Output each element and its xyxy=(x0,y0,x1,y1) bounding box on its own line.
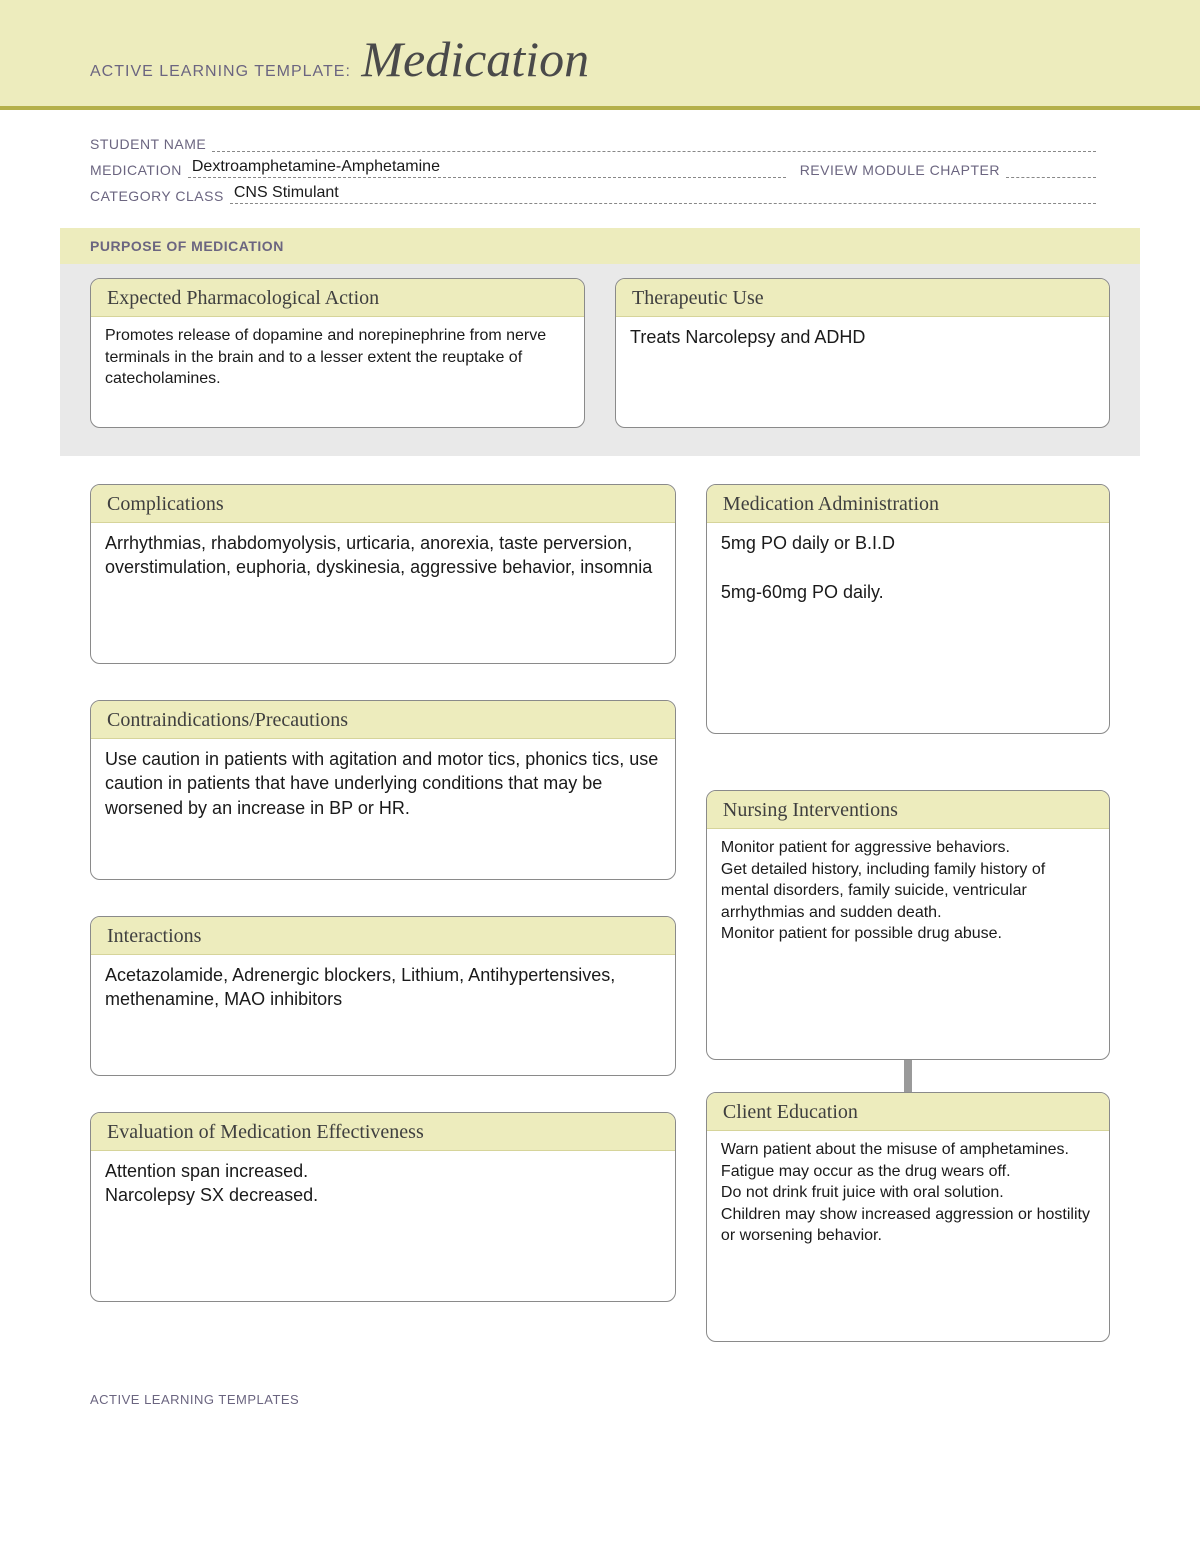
left-column: Complications Arrhythmias, rhabdomyolysi… xyxy=(90,484,676,1342)
meta-row-category: CATEGORY CLASS CNS Stimulant xyxy=(90,186,1110,204)
interactions-body: Acetazolamide, Adrenergic blockers, Lith… xyxy=(91,955,675,1075)
evaluation-title: Evaluation of Medication Effectiveness xyxy=(91,1113,675,1151)
complications-body: Arrhythmias, rhabdomyolysis, urticaria, … xyxy=(91,523,675,663)
client-education-card: Client Education Warn patient about the … xyxy=(706,1092,1110,1342)
therapeutic-use-body: Treats Narcolepsy and ADHD xyxy=(616,317,1109,427)
interactions-title: Interactions xyxy=(91,917,675,955)
page: ACTIVE LEARNING TEMPLATE: Medication STU… xyxy=(0,0,1200,1437)
meta-row-student: STUDENT NAME xyxy=(90,134,1110,152)
right-column: Medication Administration 5mg PO daily o… xyxy=(706,484,1110,1342)
spacer xyxy=(706,734,1110,790)
nursing-interventions-title: Nursing Interventions xyxy=(707,791,1109,829)
main-grid: Complications Arrhythmias, rhabdomyolysi… xyxy=(0,456,1200,1342)
interactions-card: Interactions Acetazolamide, Adrenergic b… xyxy=(90,916,676,1076)
expected-action-card: Expected Pharmacological Action Promotes… xyxy=(90,278,585,428)
banner-title: Medication xyxy=(361,31,589,87)
nursing-interventions-card: Nursing Interventions Monitor patient fo… xyxy=(706,790,1110,1060)
student-name-label: STUDENT NAME xyxy=(90,136,206,152)
complications-card: Complications Arrhythmias, rhabdomyolysi… xyxy=(90,484,676,664)
banner: ACTIVE LEARNING TEMPLATE: Medication xyxy=(0,0,1200,110)
medication-label: MEDICATION xyxy=(90,162,182,178)
therapeutic-use-title: Therapeutic Use xyxy=(616,279,1109,317)
review-label: REVIEW MODULE CHAPTER xyxy=(800,162,1000,178)
medication-admin-title: Medication Administration xyxy=(707,485,1109,523)
student-name-field[interactable] xyxy=(212,134,1096,152)
nursing-interventions-body: Monitor patient for aggressive behaviors… xyxy=(707,829,1109,1059)
category-value: CNS Stimulant xyxy=(234,184,339,202)
meta-row-medication: MEDICATION Dextroamphetamine-Amphetamine… xyxy=(90,160,1110,178)
client-education-body: Warn patient about the misuse of ampheta… xyxy=(707,1131,1109,1341)
purpose-section: PURPOSE OF MEDICATION Expected Pharmacol… xyxy=(60,228,1140,456)
meta-section: STUDENT NAME MEDICATION Dextroamphetamin… xyxy=(0,110,1200,222)
category-field[interactable]: CNS Stimulant xyxy=(230,186,1096,204)
purpose-section-label: PURPOSE OF MEDICATION xyxy=(60,228,1140,264)
medication-admin-body: 5mg PO daily or B.I.D 5mg-60mg PO daily. xyxy=(707,523,1109,733)
purpose-boxes: Expected Pharmacological Action Promotes… xyxy=(60,264,1140,428)
therapeutic-use-card: Therapeutic Use Treats Narcolepsy and AD… xyxy=(615,278,1110,428)
footer-text: ACTIVE LEARNING TEMPLATES xyxy=(0,1342,1200,1437)
client-education-title: Client Education xyxy=(707,1093,1109,1131)
expected-action-body: Promotes release of dopamine and norepin… xyxy=(91,317,584,427)
expected-action-title: Expected Pharmacological Action xyxy=(91,279,584,317)
complications-title: Complications xyxy=(91,485,675,523)
evaluation-body: Attention span increased. Narcolepsy SX … xyxy=(91,1151,675,1301)
review-field[interactable] xyxy=(1006,160,1096,178)
contraindications-title: Contraindications/Precautions xyxy=(91,701,675,739)
medication-admin-card: Medication Administration 5mg PO daily o… xyxy=(706,484,1110,734)
banner-prefix: ACTIVE LEARNING TEMPLATE: xyxy=(90,63,351,80)
connector-line xyxy=(904,1060,912,1092)
medication-field[interactable]: Dextroamphetamine-Amphetamine xyxy=(188,160,786,178)
medication-value: Dextroamphetamine-Amphetamine xyxy=(192,158,440,176)
contraindications-card: Contraindications/Precautions Use cautio… xyxy=(90,700,676,880)
category-label: CATEGORY CLASS xyxy=(90,188,224,204)
evaluation-card: Evaluation of Medication Effectiveness A… xyxy=(90,1112,676,1302)
contraindications-body: Use caution in patients with agitation a… xyxy=(91,739,675,879)
